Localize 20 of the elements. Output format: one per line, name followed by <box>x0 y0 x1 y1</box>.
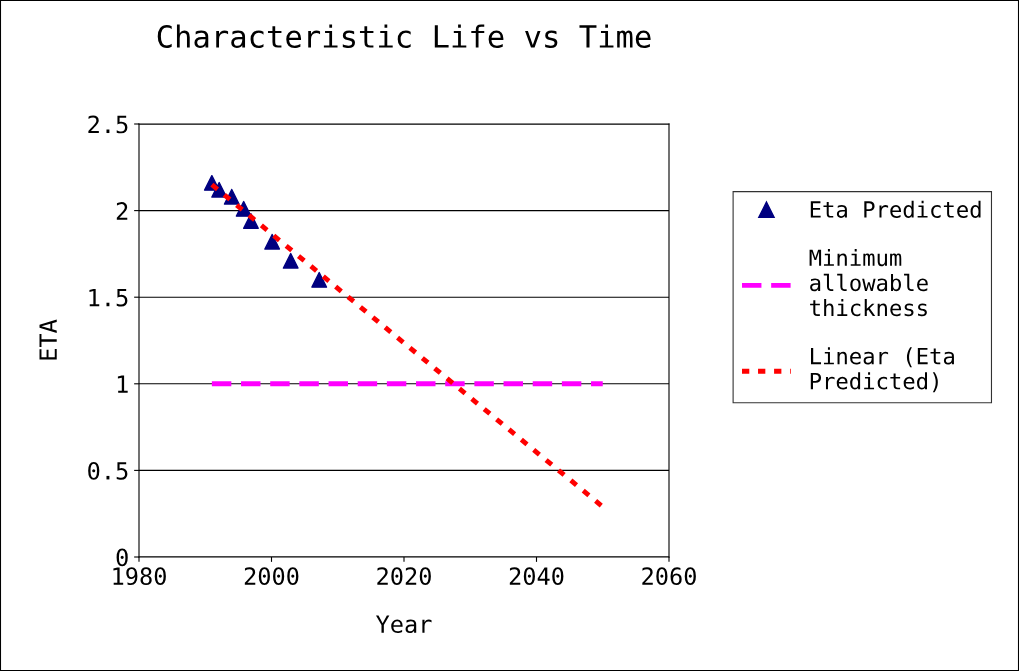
y-tick-label: 1.5 <box>89 289 128 307</box>
x-axis-title: Year <box>376 615 432 634</box>
x-tick-label: 2000 <box>244 567 299 586</box>
x-tick-label: 2020 <box>377 567 431 586</box>
legend-label: Minimum allowable thickness <box>809 248 928 317</box>
x-tick-label: 1980 <box>113 567 166 586</box>
y-tick-label: 1 <box>117 375 128 393</box>
y-tick-label: 2.5 <box>88 115 128 134</box>
x-tick-label: 2040 <box>509 567 564 586</box>
y-tick-label: 0 <box>116 548 128 567</box>
y-tick-label: 0.5 <box>88 461 128 480</box>
point <box>311 271 328 288</box>
x-tick-label: 2060 <box>642 567 696 586</box>
point <box>282 252 299 269</box>
y-axis-title: ETA <box>39 319 57 360</box>
point <box>264 233 281 250</box>
legend-label: Linear (Eta Predicted) <box>810 347 954 393</box>
legend-label: Eta Predicted <box>810 200 981 218</box>
y-tick-label: 2 <box>116 202 128 220</box>
chart-title: Characteristic Life vs Time <box>157 24 651 49</box>
